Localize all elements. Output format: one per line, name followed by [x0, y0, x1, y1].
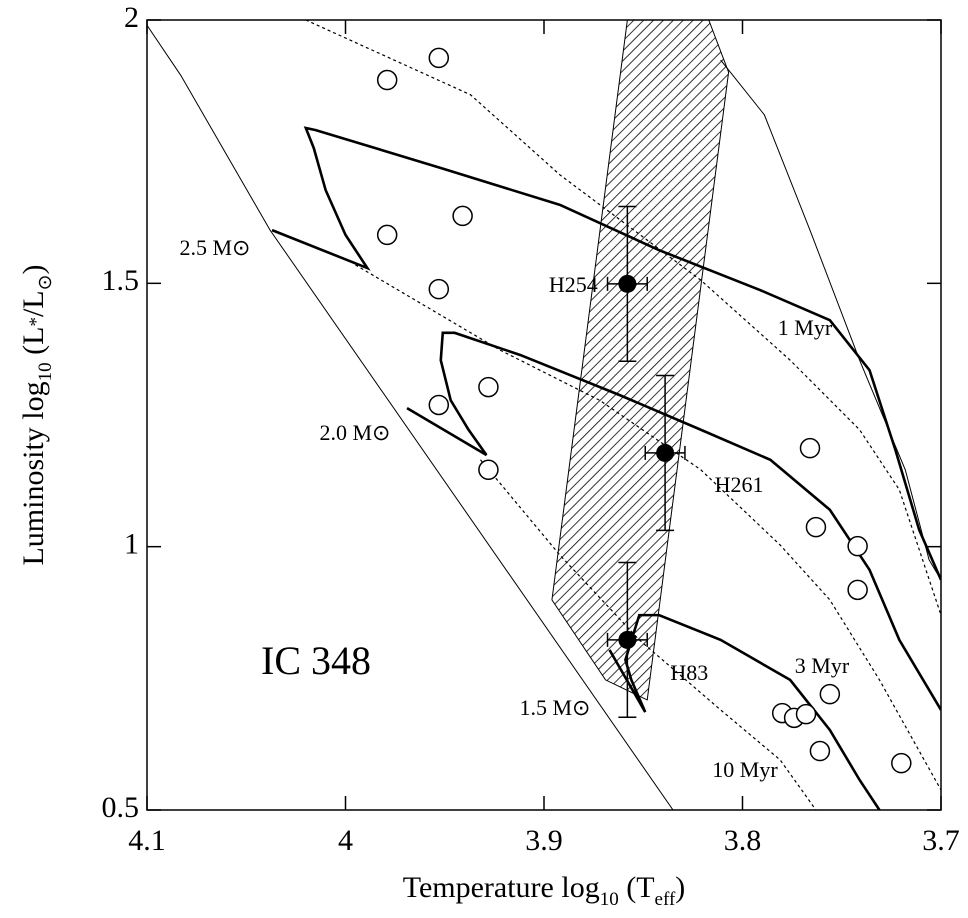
open-point — [452, 205, 473, 227]
x-tick-label: 3.9 — [525, 824, 563, 857]
track-line — [147, 24, 674, 810]
annotation: 1.5 M⊙ — [520, 695, 591, 720]
x-axis-label-part: 10 — [600, 889, 619, 910]
track-line — [720, 59, 941, 581]
open-point — [847, 579, 868, 601]
track-line — [355, 264, 941, 791]
x-axis-label: Temperature log10 (Teff) — [403, 871, 686, 910]
star-label: H83 — [670, 660, 708, 685]
plot-area — [147, 20, 941, 810]
star-label: H254 — [549, 272, 598, 297]
y-axis-label-part: /L — [17, 290, 50, 317]
open-point — [795, 703, 817, 725]
annotation: 2.5 M⊙ — [180, 235, 251, 260]
filled-point — [618, 274, 637, 293]
y-tick-label: 1 — [124, 528, 139, 561]
y-axis-label: Luminosity log10 (L*/L⊙) — [17, 264, 56, 565]
y-axis-label-part: ) — [17, 264, 50, 274]
track-line — [480, 459, 817, 810]
annotation: 3 Myr — [795, 653, 850, 678]
open-point — [478, 376, 499, 398]
open-point — [428, 394, 450, 416]
track-line — [305, 20, 941, 616]
open-point — [891, 752, 912, 774]
open-point — [428, 278, 450, 300]
filled-point — [618, 630, 637, 649]
open-point — [809, 740, 831, 762]
x-axis-label-part: Temperature log — [403, 871, 600, 904]
filled-point — [656, 443, 675, 462]
y-axis-label-part: ⊙ — [35, 274, 56, 290]
open-point — [819, 683, 841, 705]
annotation: 10 Myr — [712, 757, 778, 782]
y-axis-label-part: * — [26, 317, 47, 327]
open-point — [428, 47, 450, 69]
open-point — [478, 459, 499, 481]
open-point — [376, 69, 398, 91]
x-axis-label-part: (T — [619, 871, 655, 904]
x-tick-label: 3.7 — [922, 824, 960, 857]
x-tick-label: 3.8 — [724, 824, 762, 857]
open-point — [376, 224, 398, 246]
y-axis-label-part: 10 — [35, 362, 56, 381]
open-point — [799, 437, 821, 459]
annotation: 2.0 M⊙ — [320, 420, 391, 445]
y-tick-label: 1.5 — [102, 264, 140, 297]
x-axis-label-part: ) — [675, 871, 685, 904]
star-label: H261 — [715, 472, 764, 497]
x-tick-label: 4.1 — [128, 824, 166, 857]
annotation: IC 348 — [261, 638, 371, 683]
y-axis-label-part: Luminosity log — [17, 381, 50, 565]
instability-band — [551, 20, 730, 701]
open-point — [847, 535, 868, 557]
annotation: 1 Myr — [778, 315, 833, 340]
x-axis-label-part: eff — [655, 889, 676, 910]
track-line — [271, 126, 941, 581]
y-tick-label: 2 — [124, 1, 139, 34]
x-tick-label: 4 — [338, 824, 353, 857]
y-axis-label-part: (L — [17, 327, 50, 363]
y-tick-label: 0.5 — [102, 791, 140, 824]
track-line — [608, 613, 881, 810]
open-point — [805, 516, 827, 538]
